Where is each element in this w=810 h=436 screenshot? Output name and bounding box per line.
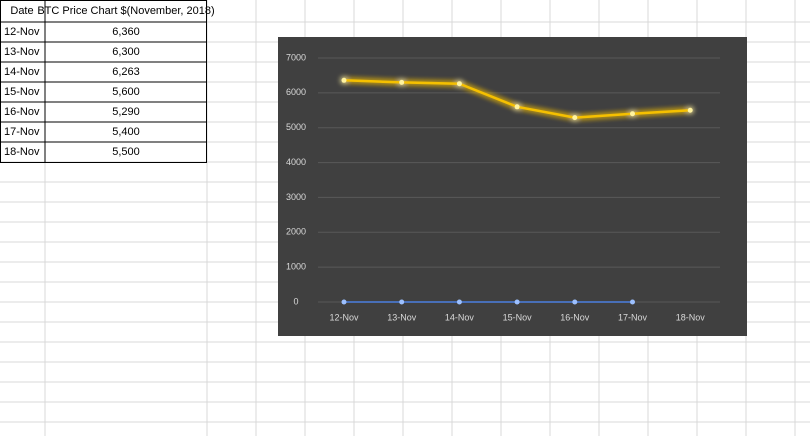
series [341,299,635,305]
point [630,299,635,305]
point [514,299,520,305]
point [456,299,462,305]
y-tick-label: 0 [293,296,298,306]
date-cell: 16-Nov [4,106,40,118]
point [456,81,462,87]
point [341,77,347,83]
point [514,104,520,110]
date-cell: 17-Nov [4,126,40,138]
point [630,111,635,117]
y-tick-label: 4000 [286,157,306,167]
date-cell: 12-Nov [4,26,40,38]
price-cell: 5,600 [112,86,140,98]
point [399,299,405,305]
point [341,299,347,305]
point [572,299,578,305]
date-cell: 15-Nov [4,86,40,98]
point [399,79,405,85]
y-tick-label: 6000 [286,87,306,97]
y-tick-label: 2000 [286,227,306,237]
price-cell: 6,263 [112,66,140,78]
x-tick-label: 14-Nov [445,312,475,322]
x-tick-label: 15-Nov [503,312,533,322]
price-cell: 6,300 [112,46,140,58]
x-tick-label: 17-Nov [618,312,648,322]
chart: 0 1000 2000 3000 4000 5000 6000 7000 12-Nov 13-No… [286,52,720,322]
price-cell: 5,290 [112,106,140,118]
point [572,115,578,121]
chart-area [278,37,747,336]
date-cell: 18-Nov [4,146,40,158]
x-tick-label: 16-Nov [560,312,590,322]
y-tick-label: 5000 [286,122,306,132]
date-cell: 14-Nov [4,66,40,78]
x-tick-label: 13-Nov [387,312,417,322]
y-tick-label: 3000 [286,192,306,202]
price-cell: 5,500 [112,146,140,158]
series [341,77,693,121]
x-tick-label: 12-Nov [329,312,359,322]
header-cell: BTC Price Chart $(November, 2018) [37,5,214,17]
date-cell: 13-Nov [4,46,40,58]
price-cell: 6,360 [112,26,140,38]
point [687,107,693,113]
header-cell: Date [10,5,33,17]
x-tick-label: 18-Nov [676,312,706,322]
data-table: Date BTC Price Chart $(November, 2018) 12-… [0,0,215,163]
y-tick-label: 7000 [286,52,306,62]
price-cell: 5,400 [112,126,140,138]
y-tick-label: 1000 [286,262,306,272]
